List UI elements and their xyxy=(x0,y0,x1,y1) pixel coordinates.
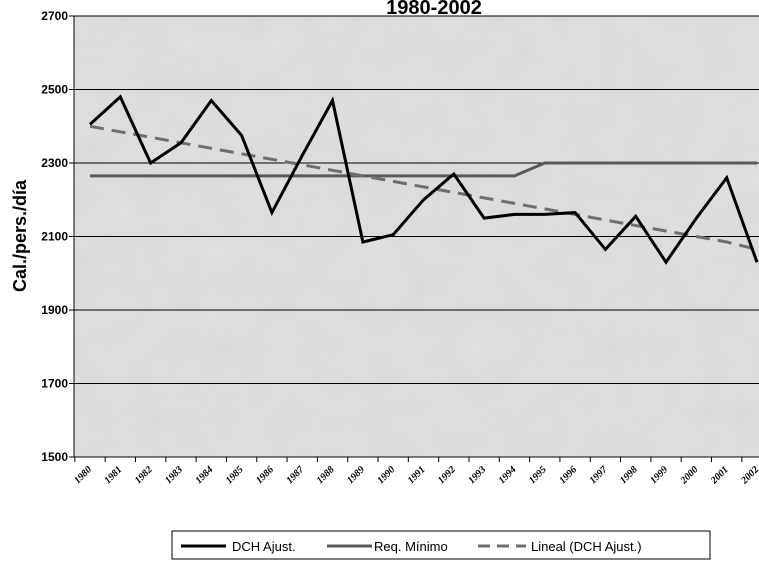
x-tick-label: 1994 xyxy=(497,464,519,486)
x-tick-label: 1992 xyxy=(436,464,458,486)
y-tick-label: 2500 xyxy=(41,83,68,97)
x-tick-label: 1980 xyxy=(72,464,94,486)
legend-label-lineal: Lineal (DCH Ajust.) xyxy=(531,539,642,554)
chart-title: 1980-2002 xyxy=(386,0,482,19)
x-tick-label: 1996 xyxy=(557,464,579,486)
y-tick-label: 1500 xyxy=(41,450,68,464)
x-tick-label: 1995 xyxy=(527,464,549,486)
x-tick-label: 1991 xyxy=(406,464,428,486)
y-axis-ticks: 1500 1700 1900 2100 2300 2500 2700 xyxy=(41,9,74,464)
series-line-1 xyxy=(90,161,757,178)
x-tick-label: 1982 xyxy=(133,464,155,486)
x-tick-label: 1985 xyxy=(224,464,246,486)
legend-box xyxy=(171,530,711,560)
y-tick-label: 1900 xyxy=(41,303,68,317)
legend: DCH Ajust. Req. Mínimo Lineal (DCH Ajust… xyxy=(171,530,711,560)
x-tick-label: 2002 xyxy=(738,464,759,487)
gridlines xyxy=(74,15,759,384)
series-line-2 xyxy=(89,124,758,251)
x-tick-label: 1981 xyxy=(103,464,125,486)
x-tick-label: 2001 xyxy=(708,464,731,487)
x-tick-label: 1989 xyxy=(345,464,367,486)
y-tick-label: 2300 xyxy=(41,156,68,170)
series-line-0 xyxy=(88,94,759,265)
y-tick-label: 2700 xyxy=(41,9,68,23)
legend-label-dch: DCH Ajust. xyxy=(232,539,296,554)
x-tick-label: 1993 xyxy=(466,464,488,486)
y-axis-label: Cal./pers./día xyxy=(10,179,30,292)
x-tick-label: 1987 xyxy=(284,464,307,487)
y-tick-label: 1700 xyxy=(41,377,68,391)
x-tick-label: 1986 xyxy=(254,464,276,486)
x-tick-label: 2000 xyxy=(678,464,701,487)
x-tick-label: 1984 xyxy=(193,464,215,486)
y-tick-label: 2100 xyxy=(41,230,68,244)
x-tick-label: 1988 xyxy=(315,464,337,486)
x-tick-label: 1990 xyxy=(375,464,397,486)
x-axis-ticks: 1980 1981 1982 1983 1984 1985 1986 1987 1988 1989… xyxy=(72,457,759,487)
x-tick-label: 1999 xyxy=(648,464,670,486)
x-tick-label: 1998 xyxy=(618,464,640,486)
x-tick-label: 1997 xyxy=(588,464,611,487)
x-tick-label: 1983 xyxy=(163,464,185,486)
legend-label-req: Req. Mínimo xyxy=(374,539,448,554)
series-group xyxy=(88,94,759,265)
